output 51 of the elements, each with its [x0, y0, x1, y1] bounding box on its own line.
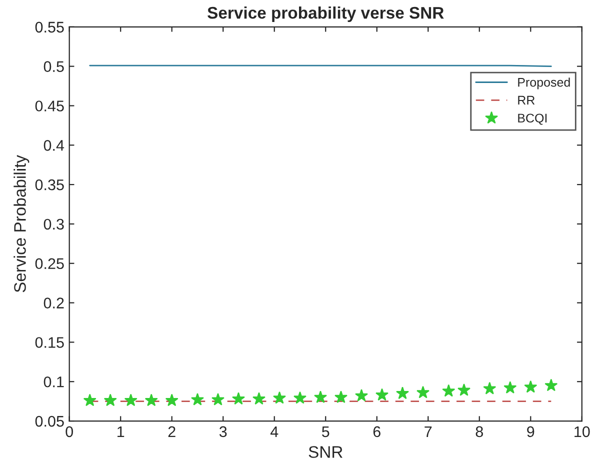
point — [293, 391, 306, 404]
point — [124, 394, 138, 406]
x-tick-label: 8 — [476, 426, 483, 438]
y-tick-label: 0.4 — [44, 140, 64, 151]
point — [483, 382, 496, 394]
point — [165, 394, 178, 406]
point — [144, 394, 158, 406]
point — [104, 394, 117, 406]
x-tick-label: 10 — [574, 426, 590, 438]
x-tick-label: 4 — [270, 426, 278, 437]
y-tick-label: 0.3 — [44, 218, 64, 230]
legend-label: Proposed — [518, 78, 570, 90]
x-tick-label: 2 — [168, 426, 176, 437]
point — [524, 380, 538, 393]
point — [232, 392, 245, 405]
point — [458, 383, 471, 396]
legend-label: RR — [518, 96, 535, 105]
y-tick-label: 0.15 — [35, 337, 64, 348]
legend-label: BCQI — [518, 114, 547, 125]
point — [442, 384, 456, 397]
x-tick-label: 6 — [373, 426, 380, 438]
point — [396, 386, 409, 400]
y-tick-label: 0.1 — [44, 376, 64, 388]
x-tick-label: 0 — [66, 426, 73, 438]
x-axis-title: SNR — [308, 446, 342, 458]
x-tick-label: 3 — [219, 426, 227, 438]
point — [211, 392, 224, 406]
y-tick-label: 0.45 — [35, 100, 64, 112]
point — [252, 392, 266, 405]
point — [355, 388, 368, 402]
point — [272, 391, 286, 404]
y-tick-label: 0.35 — [35, 179, 64, 190]
point — [334, 390, 348, 403]
point — [544, 378, 558, 392]
y-tick-label: 0.2 — [44, 298, 64, 308]
y-tick-label: 0.25 — [35, 258, 64, 270]
x-tick-label: 5 — [322, 426, 330, 438]
y-axis-title: Service Probability — [14, 154, 30, 292]
x-tick-label: 9 — [527, 426, 534, 438]
x-tick-label: 7 — [424, 426, 432, 437]
point — [83, 394, 96, 406]
y-tick-label: 0.05 — [35, 416, 64, 427]
point — [416, 386, 430, 398]
point — [190, 392, 204, 406]
point — [314, 390, 327, 403]
x-tick-label: 1 — [118, 426, 124, 437]
y-tick-label: 0.55 — [35, 22, 64, 33]
chart-title: Service probability verse SNR — [208, 6, 444, 22]
y-tick-label: 0.5 — [44, 61, 64, 72]
point — [376, 388, 388, 401]
point — [504, 381, 517, 394]
